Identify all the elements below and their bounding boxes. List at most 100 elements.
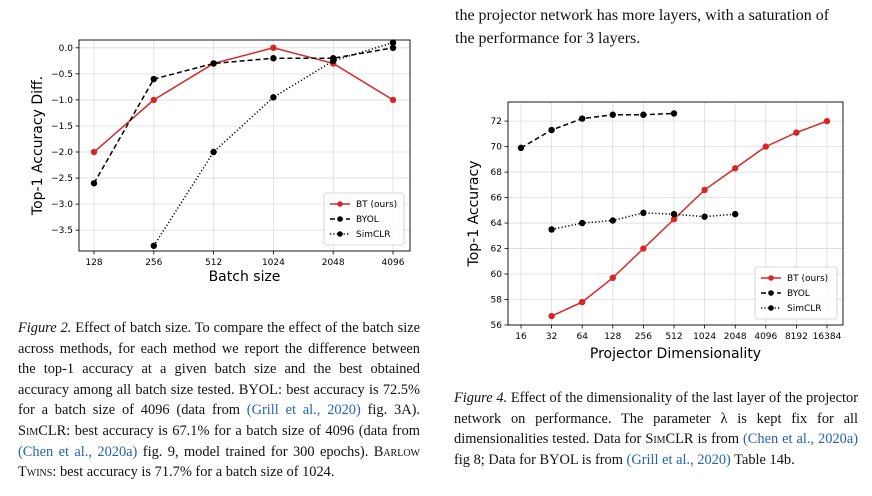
body-text-line-2: the performance for 3 layers. [455, 30, 641, 47]
figure-4-caption: Figure 4. Effect of the dimensionality o… [454, 388, 858, 470]
caption-text: fig 8; Data for BYOL is from [454, 451, 627, 468]
data-point [270, 44, 277, 52]
caption-method-name: Barlow Twins [18, 443, 420, 481]
x-tick-label: 256 [145, 258, 162, 268]
legend-marker [337, 201, 343, 207]
x-tick-label: 128 [85, 258, 102, 268]
data-point [548, 312, 555, 320]
x-tick-label: 16384 [813, 332, 842, 342]
y-tick-label: −1.5 [51, 122, 73, 132]
caption-text: fig. 3A). [360, 402, 420, 419]
data-point [150, 96, 157, 104]
legend-label: BYOL [356, 215, 379, 225]
figure-4-label: Figure 4. [454, 390, 508, 406]
y-tick-label: −3.5 [51, 226, 73, 236]
x-axis-label: Projector Dimensionality [590, 346, 761, 362]
x-tick-label: 256 [635, 332, 652, 342]
legend-marker [337, 216, 343, 222]
data-point [389, 96, 397, 104]
y-tick-label: 60 [491, 270, 503, 280]
series-line-bt-ours- [551, 120, 828, 317]
data-point [270, 94, 277, 101]
x-tick-label: 4096 [754, 332, 777, 342]
data-point [90, 180, 98, 187]
data-point [548, 226, 555, 233]
caption-method-name: SimCLR [18, 422, 67, 439]
series-line-bt-ours- [93, 47, 394, 153]
data-point [670, 110, 678, 117]
data-point [150, 242, 157, 249]
data-point [609, 217, 616, 224]
x-tick-label: 2048 [724, 332, 747, 342]
caption-text: : best accuracy is 71.7% for a batch siz… [52, 464, 335, 481]
y-tick-label: 68 [491, 168, 503, 178]
data-point [579, 115, 586, 122]
legend-box [754, 266, 838, 320]
legend-label: BT (ours) [787, 274, 828, 284]
data-point [579, 219, 586, 227]
data-point [150, 75, 157, 83]
y-tick-label: 0.0 [59, 44, 74, 54]
y-tick-label: 56 [491, 321, 503, 331]
data-point [732, 165, 739, 172]
data-point [670, 216, 678, 223]
legend-marker [337, 231, 343, 237]
data-point [330, 57, 337, 65]
series-line-byol [520, 112, 675, 149]
y-tick-label: 70 [491, 143, 503, 153]
data-point [548, 126, 555, 134]
data-point [640, 245, 647, 252]
caption-text: fig. 9, model trained for 300 epochs). [137, 443, 374, 460]
y-tick-label: −3.0 [51, 200, 73, 210]
citation-link[interactable]: (Grill et al., 2020) [626, 451, 731, 468]
caption-method-name: SimCLR [645, 431, 694, 448]
x-tick-label: 64 [576, 332, 588, 342]
y-tick-label: 58 [491, 296, 503, 306]
y-tick-label: −1.0 [51, 96, 73, 106]
citation-link[interactable]: (Grill et al., 2020) [246, 402, 361, 419]
caption-text: : best accuracy is 67.1% for a batch siz… [66, 422, 420, 439]
x-tick-label: 512 [665, 332, 682, 342]
x-tick-label: 512 [205, 258, 222, 268]
data-point [793, 129, 800, 136]
data-point [823, 117, 831, 125]
y-tick-label: −2.5 [51, 174, 73, 184]
legend-label: SimCLR [787, 304, 822, 314]
plot-frame [507, 101, 844, 326]
figure-2-caption: Figure 2. Effect of batch size. To compa… [18, 318, 420, 483]
legend-marker [768, 275, 774, 281]
data-point [640, 209, 647, 217]
data-point [389, 39, 397, 46]
data-point [579, 298, 586, 306]
plot-frame [78, 39, 411, 252]
legend-label: SimCLR [356, 230, 391, 240]
y-tick-label: 64 [491, 219, 503, 229]
legend-box [323, 192, 405, 246]
figure-2-label: Figure 2. [18, 320, 72, 336]
y-axis-label: Top-1 Accuracy Diff. [30, 76, 46, 216]
data-point [90, 148, 98, 156]
data-point [210, 148, 217, 156]
data-point [732, 210, 739, 218]
x-tick-label: 16 [515, 332, 527, 342]
data-point [640, 111, 647, 118]
legend-label: BYOL [787, 289, 810, 299]
body-text-line-1: the projector network has more layers, w… [455, 7, 830, 24]
citation-link[interactable]: (Chen et al., 2020a) [743, 431, 859, 448]
data-point [670, 210, 678, 218]
caption-text: Effect of batch size. To compare the eff… [18, 320, 420, 419]
legend-label: BT (ours) [356, 200, 397, 210]
x-tick-label: 4096 [382, 258, 405, 268]
data-point [701, 186, 708, 194]
caption-text: Effect of the dimensionality of the last… [454, 390, 858, 448]
data-point [701, 213, 708, 220]
data-point [609, 274, 616, 282]
x-axis-label: Batch size [209, 269, 281, 285]
x-tick-label: 2048 [322, 258, 345, 268]
body-text-top: the projector network has more layers, w… [455, 4, 865, 50]
y-tick-label: 72 [491, 117, 502, 127]
citation-link[interactable]: (Chen et al., 2020a) [18, 443, 138, 460]
legend-marker [768, 290, 774, 296]
data-point [210, 60, 217, 67]
y-tick-label: 62 [491, 245, 502, 255]
